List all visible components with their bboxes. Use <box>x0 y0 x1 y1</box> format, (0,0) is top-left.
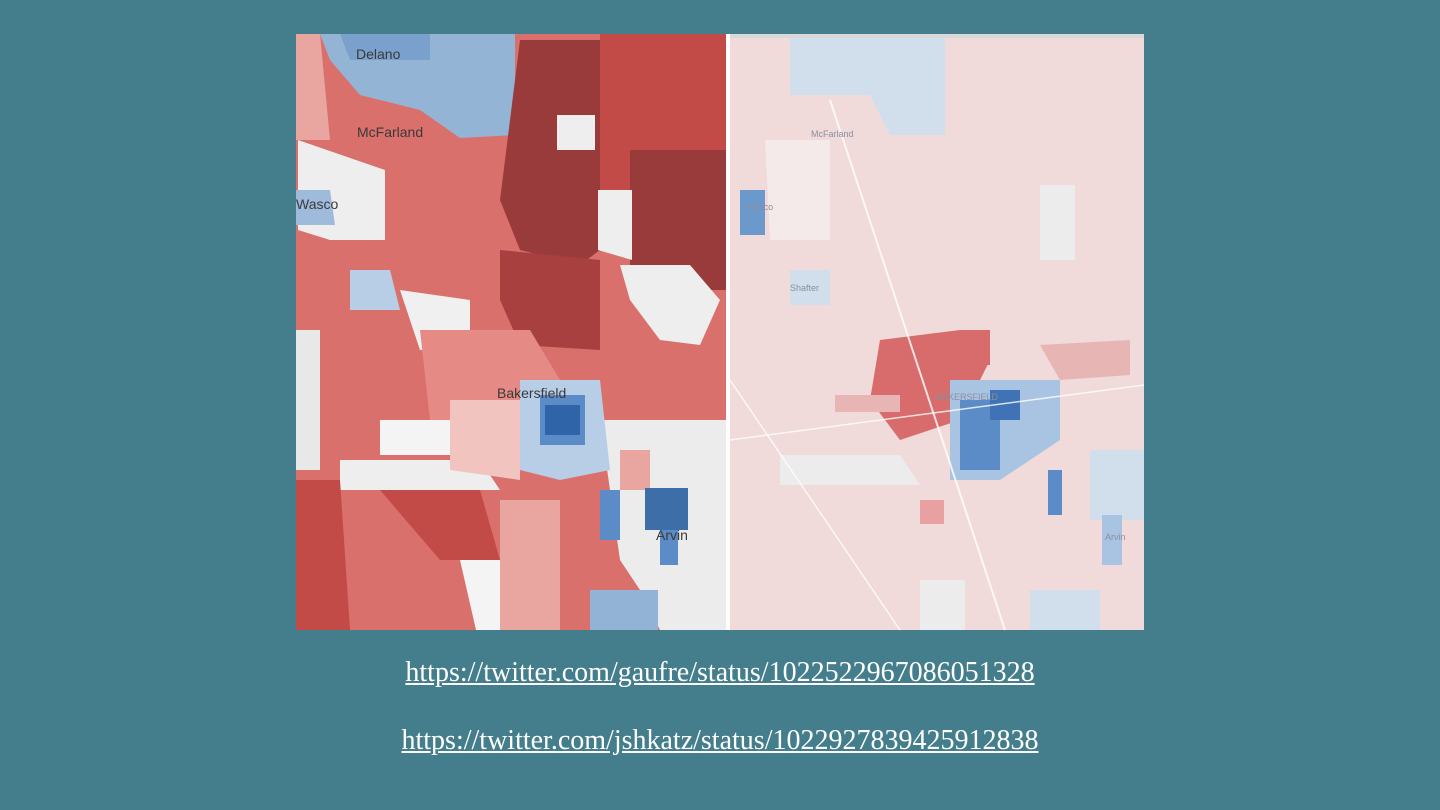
region <box>557 115 595 150</box>
road <box>729 384 1145 441</box>
map-label: Bakersfield <box>497 385 566 401</box>
map-label: Wasco <box>296 196 338 212</box>
tweet-link[interactable]: https://twitter.com/gaufre/status/102252… <box>405 657 1035 688</box>
region <box>340 34 430 60</box>
region <box>1090 450 1144 520</box>
left-map: Delano McFarland Wasco Bakersfield Arvin <box>296 34 726 630</box>
region <box>296 190 335 225</box>
region <box>350 270 400 310</box>
map-edge <box>730 34 1144 38</box>
road <box>729 379 901 631</box>
region <box>500 40 600 265</box>
region <box>598 190 632 260</box>
map-label: Delano <box>356 46 401 62</box>
region <box>630 150 726 290</box>
region <box>1030 590 1100 630</box>
divider <box>726 34 730 630</box>
region <box>1040 185 1075 260</box>
region <box>296 34 330 140</box>
region <box>500 250 600 350</box>
link-row: https://twitter.com/gaufre/status/102252… <box>0 657 1440 689</box>
region <box>1040 340 1130 380</box>
road <box>829 99 1006 631</box>
region <box>790 270 830 305</box>
map-label: Wasco <box>746 202 773 212</box>
region <box>780 455 920 485</box>
region <box>765 140 830 240</box>
link-row: https://twitter.com/jshkatz/status/10229… <box>0 725 1440 757</box>
tweet-link[interactable]: https://twitter.com/jshkatz/status/10229… <box>401 725 1039 756</box>
region <box>545 405 580 435</box>
region <box>740 190 765 235</box>
region <box>296 330 320 470</box>
map-label: Arvin <box>1105 532 1126 542</box>
region <box>920 580 965 630</box>
region <box>296 480 350 630</box>
region <box>835 395 900 412</box>
region <box>380 420 470 455</box>
map-label: McFarland <box>811 129 854 139</box>
maps: Delano McFarland Wasco Bakersfield Arvin… <box>296 34 1145 631</box>
region <box>600 490 620 540</box>
region <box>1102 515 1122 565</box>
region <box>500 500 560 630</box>
region <box>620 265 720 345</box>
region <box>620 450 650 490</box>
region <box>645 488 688 530</box>
region <box>380 490 500 560</box>
region <box>920 500 944 524</box>
region <box>660 530 678 565</box>
region <box>960 330 990 365</box>
region <box>790 38 945 135</box>
map-label: McFarland <box>357 124 423 140</box>
map-label: Arvin <box>656 527 688 543</box>
map-label: BAKERSFIELD <box>936 392 999 402</box>
map-label: Shafter <box>790 283 819 293</box>
region <box>590 590 658 630</box>
region <box>450 400 520 480</box>
region <box>1048 470 1062 515</box>
right-map: McFarland Wasco Shafter BAKERSFIELD Arvi… <box>729 34 1145 631</box>
